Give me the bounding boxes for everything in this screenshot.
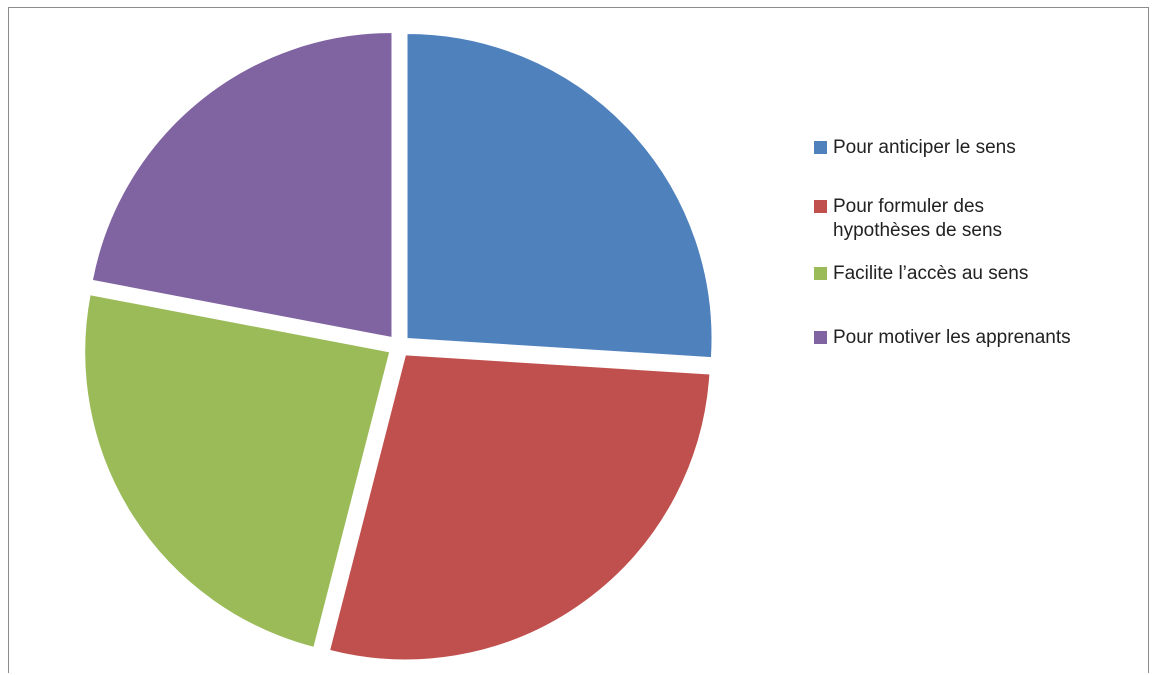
legend-swatch [814, 267, 827, 280]
legend-item-anticiper: Pour anticiper le sens [814, 136, 1016, 160]
pie-slice-anticiper [406, 32, 713, 359]
legend-label: Pour anticiper le sens [833, 137, 1016, 158]
pie-slice-formuler [329, 354, 711, 661]
legend-item-formuler: Pour formuler des hypothèses de sens [814, 195, 1002, 243]
legend-label: Facilite l’accès au sens [833, 263, 1029, 284]
legend-label: Pour motiver les apprenants [833, 327, 1071, 348]
legend-swatch [814, 141, 827, 154]
legend-swatch [814, 331, 827, 344]
legend-item-facilite: Facilite l’accès au sens [814, 262, 1028, 286]
pie-slice-motiver [91, 32, 393, 339]
legend-label: Pour formuler des hypothèses de sens [833, 196, 1003, 241]
pie-chart [84, 32, 713, 661]
legend-item-motiver: Pour motiver les apprenants [814, 326, 1071, 350]
legend-swatch [814, 200, 827, 213]
pie-slice-facilite [84, 294, 391, 648]
chart-area: Pour anticiper le sens Pour formuler des… [8, 7, 1149, 673]
